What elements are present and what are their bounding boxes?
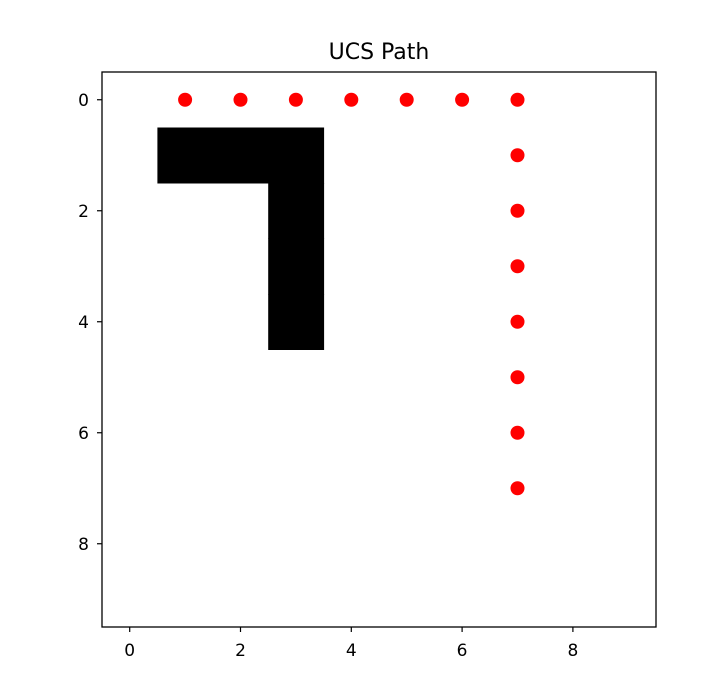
- path-point-13: [510, 481, 525, 496]
- path-point-7: [510, 148, 525, 163]
- path-point-5: [455, 92, 470, 107]
- path-point-10: [510, 314, 525, 329]
- path-point-11: [510, 370, 525, 385]
- path-point-0: [178, 92, 193, 107]
- x-tick-label-6: 6: [457, 641, 468, 661]
- chart-title: UCS Path: [329, 40, 430, 65]
- obstacle-cell-2: [268, 127, 325, 184]
- path-point-9: [510, 259, 525, 274]
- y-tick-label-8: 8: [78, 535, 89, 555]
- path-point-3: [344, 92, 359, 107]
- x-tick-label-4: 4: [346, 641, 357, 661]
- path-point-6: [510, 92, 525, 107]
- y-tick-label-6: 6: [78, 424, 89, 444]
- obstacle-cell-3: [268, 183, 325, 239]
- path-point-1: [233, 92, 248, 107]
- obstacle-cell-5: [268, 294, 325, 350]
- y-tick-label-4: 4: [78, 313, 89, 333]
- x-tick-label-0: 0: [124, 641, 135, 661]
- axes-frame: [101, 71, 657, 628]
- x-tick-label-8: 8: [567, 641, 578, 661]
- y-tick-label-2: 2: [78, 202, 89, 222]
- path-point-12: [510, 425, 525, 440]
- x-tick-label-2: 2: [235, 641, 246, 661]
- obstacle-cell-0: [157, 127, 214, 184]
- y-tick-label-0: 0: [78, 91, 89, 111]
- plot-area: 0 2 4 6 8 0 2 4 6 8: [78, 71, 657, 661]
- path-point-4: [399, 92, 414, 107]
- path-point-2: [288, 92, 303, 107]
- path-point-8: [510, 203, 525, 218]
- obstacle-cell-4: [268, 238, 325, 295]
- obstacle-cell-1: [212, 127, 269, 184]
